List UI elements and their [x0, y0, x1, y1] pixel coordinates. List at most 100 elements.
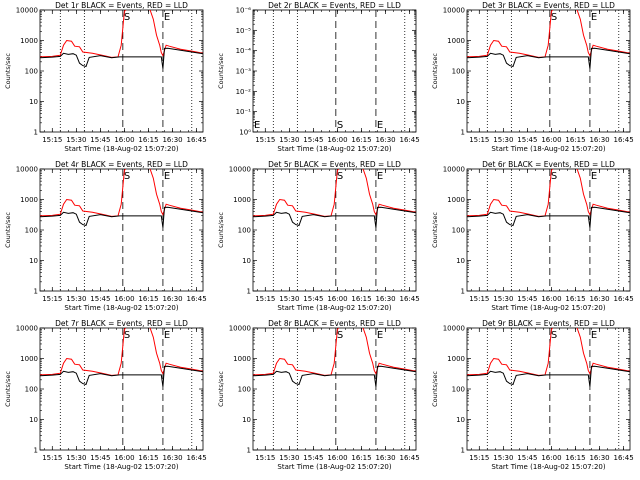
time-marker-label: S	[337, 171, 343, 182]
y-tick-label: 10	[456, 98, 465, 106]
y-tick-label: 10⁻⁵	[236, 27, 252, 35]
x-tick-label: 16:15	[138, 454, 158, 462]
plot-frame	[252, 168, 417, 292]
x-tick-label: 16:45	[186, 295, 206, 303]
series-line-events	[467, 365, 630, 387]
detector-panel: Det 2r BLACK = Events, RED = LLD 10⁰ 10⁻¹ 1…	[217, 1, 420, 153]
x-tick-label: 15:15	[255, 136, 275, 144]
y-tick-label: 10000	[443, 7, 465, 15]
plot-frame	[39, 168, 204, 292]
x-axis-label: Start Time (18-Aug-02 15:07:20)	[64, 463, 178, 471]
y-tick-label: 1000	[447, 196, 465, 204]
detector-panel: Det 9r BLACK = Events, RED = LLD 1 10 100 10…	[431, 319, 634, 471]
time-marker-label: S	[337, 330, 343, 341]
time-marker-label: S	[124, 12, 130, 23]
x-tick-label: 16:00	[114, 295, 134, 303]
series-line-events	[253, 206, 416, 228]
series-line-events	[253, 365, 416, 387]
time-marker-label: E	[164, 330, 170, 341]
x-tick-label: 15:30	[493, 136, 513, 144]
time-marker-label: E	[591, 171, 597, 182]
y-tick-label: 10⁻¹	[236, 108, 252, 116]
y-tick-label: 10⁰	[239, 129, 251, 137]
x-tick-label: 16:30	[375, 454, 395, 462]
plot-frame	[466, 9, 631, 133]
x-tick-label: 16:00	[114, 454, 134, 462]
x-tick-label: 16:15	[351, 136, 371, 144]
time-marker-label: E	[377, 330, 383, 341]
y-tick-label: 10	[29, 98, 38, 106]
y-tick-label: 10⁻³	[236, 68, 252, 76]
x-tick-label: 15:30	[66, 454, 86, 462]
panel-title: Det 3r BLACK = Events, RED = LLD	[482, 1, 615, 10]
x-tick-label: 15:45	[90, 454, 110, 462]
x-tick-label: 16:45	[399, 295, 419, 303]
x-tick-label: 15:45	[90, 295, 110, 303]
y-tick-label: 1	[247, 447, 251, 455]
y-tick-label: 1000	[447, 355, 465, 363]
x-tick-label: 15:30	[279, 136, 299, 144]
y-axis-label: Counts/sec	[431, 212, 439, 248]
y-tick-label: 10	[29, 416, 38, 424]
x-tick-label: 15:45	[90, 136, 110, 144]
x-tick-label: 16:45	[613, 454, 633, 462]
x-tick-label: 16:30	[375, 295, 395, 303]
panel-title: Det 9r BLACK = Events, RED = LLD	[482, 319, 615, 328]
panel-title: Det 1r BLACK = Events, RED = LLD	[55, 1, 188, 10]
x-tick-label: 16:15	[565, 295, 585, 303]
detector-panel: Det 8r BLACK = Events, RED = LLD 1 10 100 10…	[217, 319, 420, 471]
x-tick-label: 15:15	[255, 295, 275, 303]
x-tick-label: 15:30	[493, 454, 513, 462]
series-line-events	[40, 47, 203, 69]
x-tick-label: 16:30	[589, 454, 609, 462]
x-tick-label: 16:45	[613, 295, 633, 303]
x-tick-label: 16:15	[351, 454, 371, 462]
series-line-events	[467, 47, 630, 69]
time-marker-label: E	[164, 12, 170, 23]
detector-panel: Det 3r BLACK = Events, RED = LLD 1 10 100 10…	[431, 1, 634, 153]
plot-frame	[39, 9, 204, 133]
x-tick-label: 16:30	[162, 136, 182, 144]
y-tick-label: 10000	[16, 7, 38, 15]
series-line-events	[467, 206, 630, 228]
x-tick-label: 16:00	[114, 136, 134, 144]
x-tick-label: 15:45	[303, 136, 323, 144]
y-tick-label: 10	[29, 257, 38, 265]
x-tick-label: 15:45	[517, 136, 537, 144]
time-marker-label: S	[124, 171, 130, 182]
x-tick-label: 16:15	[351, 295, 371, 303]
y-tick-label: 1000	[20, 196, 38, 204]
x-tick-label: 16:15	[565, 454, 585, 462]
detector-panel: Det 7r BLACK = Events, RED = LLD 1 10 100 10…	[4, 319, 207, 471]
x-tick-label: 16:30	[589, 295, 609, 303]
y-tick-label: 1	[461, 129, 465, 137]
y-axis-label: Counts/sec	[217, 53, 225, 89]
time-marker-label: E	[164, 171, 170, 182]
y-tick-label: 10	[456, 416, 465, 424]
x-tick-label: 15:30	[66, 136, 86, 144]
y-tick-label: 10	[242, 257, 251, 265]
x-tick-label: 16:45	[613, 136, 633, 144]
x-tick-label: 16:45	[399, 136, 419, 144]
x-tick-label: 15:15	[42, 454, 62, 462]
x-tick-label: 16:45	[186, 454, 206, 462]
y-axis-label: Counts/sec	[217, 371, 225, 407]
detector-panel: Det 5r BLACK = Events, RED = LLD 1 10 100 10…	[217, 160, 420, 312]
plot-frame	[252, 327, 417, 451]
x-tick-label: 15:30	[279, 295, 299, 303]
time-marker-label: S	[124, 330, 130, 341]
x-axis-label: Start Time (18-Aug-02 15:07:20)	[277, 145, 391, 153]
y-axis-label: Counts/sec	[431, 53, 439, 89]
y-tick-label: 100	[452, 227, 465, 235]
detector-panel: Det 4r BLACK = Events, RED = LLD 1 10 100 10…	[4, 160, 207, 312]
plot-frame	[466, 168, 631, 292]
y-axis-label: Counts/sec	[217, 212, 225, 248]
x-tick-label: 15:45	[517, 295, 537, 303]
y-axis-label: Counts/sec	[4, 371, 12, 407]
corner-marker-label: E	[254, 120, 260, 131]
time-marker-label: S	[551, 171, 557, 182]
y-tick-label: 1	[34, 129, 38, 137]
x-tick-label: 16:30	[162, 454, 182, 462]
time-marker-label: E	[591, 330, 597, 341]
